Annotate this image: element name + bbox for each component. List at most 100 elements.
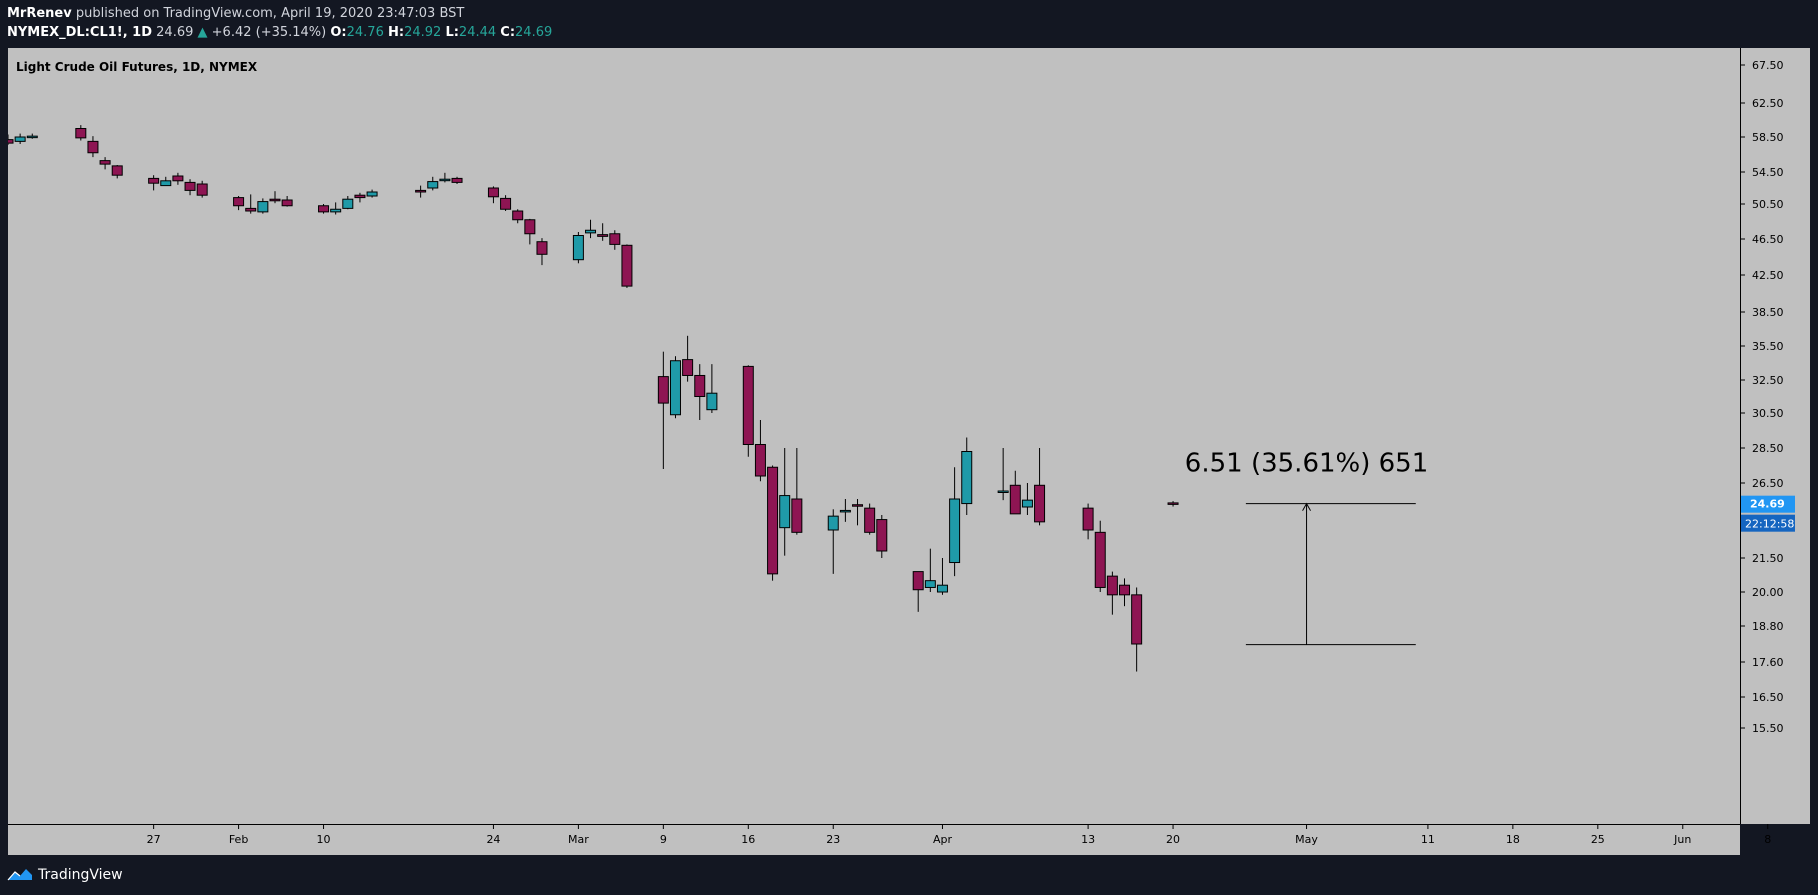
chart-area[interactable]: Light Crude Oil Futures, 1D, NYMEX 6.51 (… [8,48,1810,855]
candle-body [184,181,196,191]
candle-body [669,360,681,416]
candle-body [767,466,779,575]
candle-body [75,128,87,139]
chart-title: Light Crude Oil Futures, 1D, NYMEX [16,60,258,74]
time-tick-label: Apr [933,833,953,846]
candle-body [26,135,38,139]
price-tick-label: 46.50 [1752,233,1784,246]
candle-body [14,136,26,142]
price-tick-label: 54.50 [1752,166,1784,179]
candle-body [318,205,330,213]
candle-body [8,139,14,144]
symbol-info: NYMEX_DL:CL1!, 1D 24.69 ▲ +6.42 (+35.14%… [7,25,552,40]
close-label: C: [500,25,516,40]
price-tick-label: 50.50 [1752,198,1784,211]
author-name[interactable]: MrRenev [7,6,72,21]
publish-info: MrRenev published on TradingView.com, Ap… [7,6,464,21]
price-tick-label: 58.50 [1752,131,1784,144]
time-tick-label: Feb [229,833,248,846]
time-tick-label: 23 [826,833,840,846]
price-tick-label: 67.50 [1752,59,1784,72]
candle-body [330,208,342,213]
time-axis-background [8,824,1740,855]
countdown-badge [1741,514,1795,532]
high-value: 24.92 [404,25,442,40]
close-value: 24.69 [515,25,553,40]
candle-body [1021,499,1033,508]
price-tick-label: 35.50 [1752,340,1784,353]
price-axis-background [1740,48,1810,824]
price-tick-label: 32.50 [1752,374,1784,387]
measure-arrow-icon [1302,502,1311,511]
candle-body [924,580,936,588]
price-tick-label: 20.00 [1752,586,1784,599]
time-tick-label: 18 [1506,833,1520,846]
candle-body [196,183,208,196]
candle-body [99,160,111,165]
candle-body [657,376,669,404]
price-tick-label: 38.50 [1752,306,1784,319]
candle-body [487,187,499,198]
measure-label: 6.51 (35.61%) 651 [1185,449,1428,479]
footer-bar: TradingView [0,855,1818,895]
candle-body [779,495,791,529]
candle-body [245,207,257,212]
candle-body [864,507,876,533]
candle-body [597,234,609,237]
time-tick-label: 27 [147,833,161,846]
candle-body [572,235,584,261]
candle-body [754,444,766,477]
candle-body [1167,502,1179,505]
price-tick-label: 16.50 [1752,691,1784,704]
candle-body [524,219,536,235]
time-tick-label: 13 [1081,833,1095,846]
candle-body [621,244,633,287]
time-tick-label: 9 [660,833,667,846]
price-tick-label: 42.50 [1752,269,1784,282]
candle-body [233,197,245,207]
open-label: O: [330,25,347,40]
candle-body [148,177,160,184]
candle-body [912,571,924,591]
price-tick-label: 28.50 [1752,442,1784,455]
candle-body [961,451,973,505]
time-tick-label: May [1295,833,1318,846]
candle-body [585,229,597,234]
candle-body [609,233,621,245]
last-price: 24.69 [156,25,194,40]
candle-body [87,140,99,154]
tradingview-brand[interactable]: TradingView [38,867,123,883]
countdown-label: 22:12:58 [1745,518,1794,531]
candle-body [852,504,864,507]
candle-body [111,165,123,176]
candle-body [427,181,439,189]
candle-body [997,490,1009,493]
candle-body [160,180,172,187]
candle-body [536,241,548,255]
chart-header: MrRenev published on TradingView.com, Ap… [0,0,1818,48]
time-tick-label: 10 [317,833,331,846]
candle-body [1131,594,1143,645]
candle-body [1106,575,1118,596]
price-tick-label: 30.50 [1752,407,1784,420]
price-tick-label: 21.50 [1752,552,1784,565]
candle-body [1082,507,1094,531]
published-text: published on TradingView.com, April 19, … [75,6,465,21]
candle-body [257,201,269,213]
open-value: 24.76 [346,25,384,40]
time-tick-label: 25 [1591,833,1605,846]
candle-body [839,509,851,513]
candlestick-chart[interactable]: Light Crude Oil Futures, 1D, NYMEX 6.51 (… [8,48,1810,855]
candle-body [281,199,293,207]
price-tick-label: 62.50 [1752,97,1784,110]
tradingview-logo-icon[interactable] [6,866,34,884]
up-arrow-icon: ▲ [197,25,208,40]
candle-body [354,194,366,199]
time-tick-label: Mar [568,833,589,846]
price-tick-label: 26.50 [1752,477,1784,490]
axis-corner [1740,824,1810,855]
price-tick-label: 18.80 [1752,620,1784,633]
high-label: H: [387,25,405,40]
candle-body [500,197,512,210]
symbol-name[interactable]: NYMEX_DL:CL1!, 1D [7,25,153,40]
